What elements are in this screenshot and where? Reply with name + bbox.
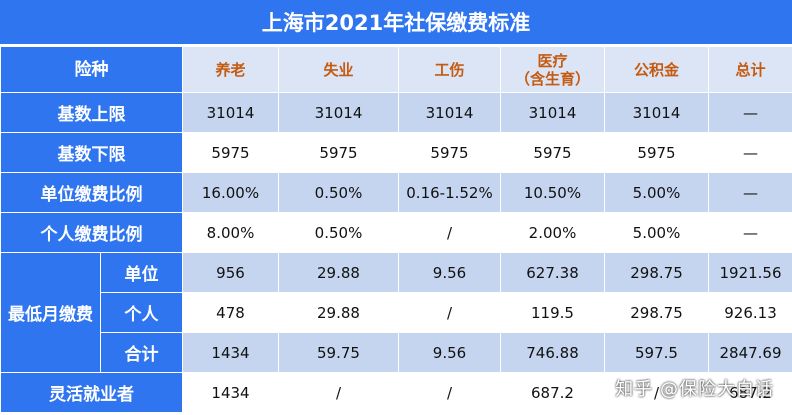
table-row: 合计 1434 59.75 9.56 746.88 597.5 2847.69 xyxy=(1,332,792,373)
header-medical-note: （含生育） xyxy=(514,69,590,88)
table-cell: 5975 xyxy=(604,132,709,173)
table-cell: 5.00% xyxy=(604,212,709,253)
table-cell: 5975 xyxy=(500,132,605,173)
table-cell: — xyxy=(708,172,792,213)
table-cell: — xyxy=(708,212,792,253)
table-row: 灵活就业者 1434 / / 687.2 / 687.2 xyxy=(0,372,792,413)
row-group-label: 最低月缴费 xyxy=(0,252,101,373)
table-cell: 9.56 xyxy=(398,252,501,293)
table-cell: 10.50% xyxy=(500,172,605,213)
table-cell: 5975 xyxy=(182,132,279,173)
table-cell: 597.5 xyxy=(604,332,709,373)
header-medical: 医疗 （含生育） xyxy=(500,46,605,93)
table-row: 单位缴费比例 16.00% 0.50% 0.16-1.52% 10.50% 5.… xyxy=(0,172,792,213)
table-cell: 29.88 xyxy=(278,292,399,333)
row-sublabel: 个人 xyxy=(100,292,183,333)
table-cell: 298.75 xyxy=(604,292,709,333)
table-cell: 31014 xyxy=(182,92,279,133)
table-cell: 31014 xyxy=(604,92,709,133)
row-label: 基数上限 xyxy=(0,92,183,133)
table-row: 个人 478 29.88 / 119.5 298.75 926.13 xyxy=(1,292,792,333)
table-row: 最低月缴费 单位 956 29.88 9.56 627.38 298.75 19… xyxy=(0,252,792,373)
table-cell: / xyxy=(604,372,709,413)
row-sublabel: 合计 xyxy=(100,332,183,373)
row-label: 单位缴费比例 xyxy=(0,172,183,213)
watermark: 知乎 @保险大白话 xyxy=(615,379,774,400)
table-cell: — xyxy=(708,132,792,173)
row-label: 个人缴费比例 xyxy=(0,212,183,253)
table-cell: 31014 xyxy=(278,92,399,133)
table-cell: 31014 xyxy=(500,92,605,133)
table-cell: 746.88 xyxy=(500,332,605,373)
table-cell: / xyxy=(278,372,399,413)
table-cell: 1434 xyxy=(182,372,279,413)
table-cell: / xyxy=(398,292,501,333)
row-label: 灵活就业者 xyxy=(0,372,183,413)
table-cell: 31014 xyxy=(398,92,501,133)
header-unemployment: 失业 xyxy=(278,46,399,93)
table-cell: 478 xyxy=(182,292,279,333)
header-row: 险种 养老 失业 工伤 医疗 （含生育） 公积金 总计 xyxy=(0,46,792,93)
table-cell: 2847.69 xyxy=(708,332,792,373)
table-cell: 0.50% xyxy=(278,172,399,213)
table-cell: 29.88 xyxy=(278,252,399,293)
table-cell: 1434 xyxy=(182,332,279,373)
header-pension: 养老 xyxy=(182,46,279,93)
row-sublabel: 单位 xyxy=(100,252,183,293)
table-row: 基数下限 5975 5975 5975 5975 5975 — xyxy=(0,132,792,173)
header-corner: 险种 xyxy=(0,46,183,93)
header-medical-label: 医疗 xyxy=(537,51,568,70)
table-cell: 0.16-1.52% xyxy=(398,172,501,213)
table-cell: 5975 xyxy=(278,132,399,173)
table-cell: 298.75 xyxy=(604,252,709,293)
table-cell: 956 xyxy=(182,252,279,293)
header-total: 总计 xyxy=(708,46,792,93)
table-cell: / xyxy=(398,372,501,413)
table-cell: 1921.56 xyxy=(708,252,792,293)
header-injury: 工伤 xyxy=(398,46,501,93)
table-title: 上海市2021年社保缴费标准 xyxy=(0,0,792,44)
table-cell: 5975 xyxy=(398,132,501,173)
table-row: 基数上限 31014 31014 31014 31014 31014 — xyxy=(0,92,792,133)
table-row: 个人缴费比例 8.00% 0.50% / 2.00% 5.00% — xyxy=(0,212,792,253)
table-cell: 0.50% xyxy=(278,212,399,253)
table-cell: 926.13 xyxy=(708,292,792,333)
table-cell: 9.56 xyxy=(398,332,501,373)
row-label: 基数下限 xyxy=(0,132,183,173)
table-cell: 59.75 xyxy=(278,332,399,373)
table-cell: — xyxy=(708,92,792,133)
table-cell: 8.00% xyxy=(182,212,279,253)
table-cell: 2.00% xyxy=(500,212,605,253)
table-cell: 5.00% xyxy=(604,172,709,213)
table-cell: 687.2 xyxy=(500,372,605,413)
table-cell: 627.38 xyxy=(500,252,605,293)
table-cell: 687.2 xyxy=(708,372,792,413)
header-housing-fund: 公积金 xyxy=(604,46,709,93)
table-cell: 16.00% xyxy=(182,172,279,213)
table-cell: 119.5 xyxy=(500,292,605,333)
insurance-standard-table: 险种 养老 失业 工伤 医疗 （含生育） 公积金 总计 基数上限 31014 3… xyxy=(0,46,792,413)
table-cell: / xyxy=(398,212,501,253)
